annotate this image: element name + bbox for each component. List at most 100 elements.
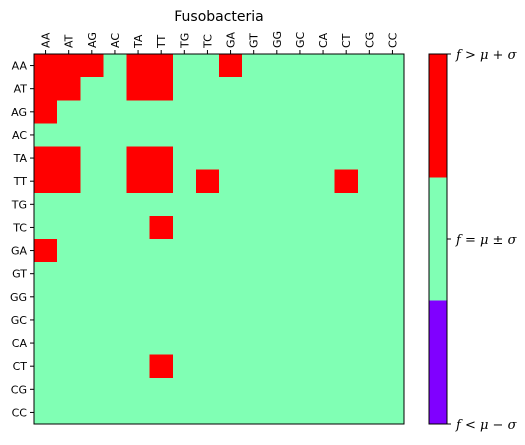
heatmap-cell: [311, 169, 336, 194]
heatmap-cell: [57, 77, 81, 101]
heatmap-cell: [357, 123, 382, 147]
heatmap-cell: [103, 215, 127, 240]
heatmap-cell: [103, 123, 127, 147]
y-tick-label: GG: [10, 291, 27, 304]
heatmap-cell: [126, 377, 151, 402]
heatmap-cell: [311, 377, 336, 402]
heatmap-cell: [126, 100, 151, 124]
heatmap-cell: [195, 239, 220, 263]
heatmap-cell: [219, 308, 243, 332]
heatmap-cell: [334, 239, 359, 263]
heatmap-cell: [380, 100, 405, 124]
heatmap-cell: [103, 354, 127, 379]
heatmap-cell: [149, 377, 174, 402]
y-tick-label: AT: [14, 83, 28, 96]
heatmap-cell: [334, 215, 359, 240]
heatmap-cell: [57, 146, 81, 171]
heatmap-cell: [242, 123, 266, 147]
heatmap-cell: [172, 239, 197, 263]
heatmap-cell: [57, 331, 81, 356]
x-tick-label: GG: [271, 31, 284, 48]
heatmap-cell: [311, 239, 336, 263]
heatmap-cell: [195, 54, 220, 78]
heatmap-cell: [172, 169, 197, 194]
heatmap-cell: [126, 123, 151, 147]
heatmap-cell: [57, 239, 81, 263]
heatmap-cell: [172, 215, 197, 240]
heatmap-cell: [149, 285, 174, 309]
chart-title: Fusobacteria: [174, 9, 264, 25]
heatmap-cell: [149, 215, 174, 240]
heatmap-cell: [357, 77, 382, 101]
colorbar-tick-label: f = μ ± σ: [455, 233, 518, 248]
x-tick-label: CA: [317, 32, 330, 48]
heatmap-cell: [126, 354, 151, 379]
heatmap-cell: [149, 331, 174, 356]
heatmap-cell: [149, 100, 174, 124]
heatmap-cell: [380, 54, 405, 78]
y-tick-label: CC: [12, 406, 28, 419]
heatmap-cell: [126, 262, 151, 286]
y-tick-label: TC: [12, 221, 27, 234]
heatmap-cell: [334, 192, 359, 217]
heatmap-cell: [380, 354, 405, 379]
heatmap-cell: [34, 308, 58, 332]
heatmap-cell: [334, 400, 359, 425]
heatmap-cell: [126, 285, 151, 309]
heatmap-cell: [265, 54, 289, 78]
heatmap-cells: [34, 54, 405, 425]
heatmap-cell: [34, 262, 58, 286]
heatmap-cell: [334, 285, 359, 309]
heatmap-cell: [103, 400, 127, 425]
y-tick-label: CT: [13, 360, 28, 373]
heatmap-cell: [80, 262, 104, 286]
heatmap-cell: [311, 123, 336, 147]
heatmap-cell: [242, 77, 266, 101]
heatmap-cell: [172, 77, 197, 101]
y-tick-label: CA: [12, 337, 28, 350]
heatmap-cell: [195, 377, 220, 402]
heatmap-cell: [80, 192, 104, 217]
x-tick-label: AA: [40, 32, 53, 48]
heatmap-cell: [311, 54, 336, 78]
heatmap-cell: [357, 239, 382, 263]
y-tick-label: TT: [13, 175, 28, 188]
heatmap-cell: [288, 331, 312, 356]
x-tick-label: GT: [248, 33, 261, 48]
x-tick-label: AC: [109, 33, 122, 48]
heatmap-cell: [80, 400, 104, 425]
heatmap-cell: [357, 54, 382, 78]
heatmap-cell: [357, 331, 382, 356]
heatmap-cell: [172, 377, 197, 402]
heatmap-cell: [80, 54, 104, 78]
heatmap-cell: [57, 169, 81, 194]
heatmap-cell: [265, 331, 289, 356]
heatmap-cell: [242, 285, 266, 309]
heatmap-cell: [195, 146, 220, 171]
heatmap-cell: [149, 354, 174, 379]
y-tick-label: GA: [11, 245, 28, 258]
heatmap-cell: [288, 192, 312, 217]
heatmap-cell: [265, 262, 289, 286]
colorbar-tick-label: f < μ − σ: [455, 418, 518, 433]
heatmap-cell: [34, 54, 58, 78]
heatmap-cell: [380, 239, 405, 263]
heatmap-cell: [103, 239, 127, 263]
heatmap-cell: [80, 169, 104, 194]
heatmap-cell: [357, 146, 382, 171]
heatmap-cell: [149, 262, 174, 286]
heatmap-cell: [380, 192, 405, 217]
heatmap-cell: [288, 377, 312, 402]
heatmap-cell: [219, 285, 243, 309]
heatmap-cell: [103, 54, 127, 78]
heatmap-cell: [242, 308, 266, 332]
heatmap-cell: [172, 400, 197, 425]
heatmap-cell: [126, 239, 151, 263]
heatmap-cell: [103, 331, 127, 356]
heatmap-cell: [288, 400, 312, 425]
y-tick-label: GT: [12, 268, 27, 281]
colorbar-segment: [429, 177, 447, 302]
heatmap-cell: [380, 169, 405, 194]
heatmap-cell: [357, 285, 382, 309]
heatmap-cell: [57, 54, 81, 78]
